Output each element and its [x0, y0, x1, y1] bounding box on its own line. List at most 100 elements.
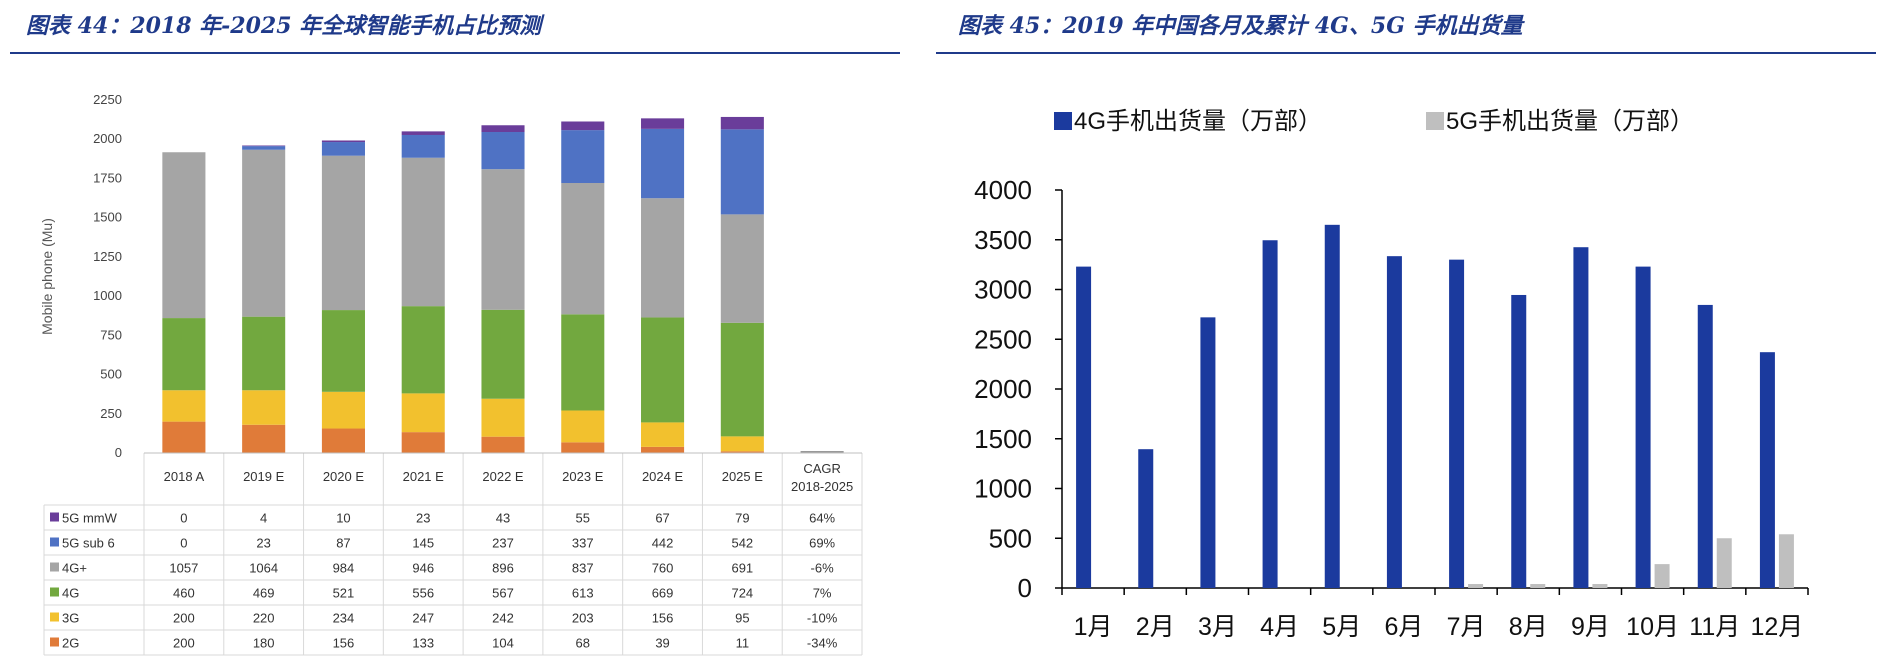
legend-swatch [50, 637, 59, 647]
bar-segment [242, 424, 286, 453]
cagr-header: 2018-2025 [791, 479, 853, 494]
legend-label: 3G [62, 611, 79, 626]
bar-segment [481, 125, 525, 133]
data-label: 145 [412, 536, 434, 551]
bar [1530, 584, 1546, 588]
right-bar-chart: 4G手机出货量（万部） 5G手机出货量（万部） 0 500 1000 1500 2000 25… [974, 108, 1809, 641]
bar-segment [720, 322, 764, 437]
bar-segment [162, 318, 206, 391]
data-label: 23 [416, 511, 430, 526]
legend-swatch [1426, 112, 1444, 130]
left-stacked-bar-chart: 0250500750100012501500175020002250Mobile… [0, 60, 910, 666]
y-tick-label: 1250 [93, 249, 122, 264]
bar-segment [561, 182, 605, 315]
data-label: 0 [180, 511, 187, 526]
bar [1778, 534, 1794, 588]
data-label: 521 [333, 586, 355, 601]
legend-swatch [50, 562, 59, 572]
cagr-header: CAGR [803, 461, 841, 476]
data-label: 984 [333, 561, 355, 576]
data-label: 133 [412, 636, 434, 651]
data-label: 1064 [249, 561, 278, 576]
data-label: 39 [655, 636, 669, 651]
y-tick-label: 3000 [974, 275, 1032, 305]
data-label: 760 [652, 561, 674, 576]
x-tick-label: 2018 A [164, 469, 205, 484]
bar [1654, 564, 1670, 588]
right-figure-title: 图表 45：2019 年中国各月及累计 4G、5G 手机出货量 [958, 13, 1523, 39]
legend-label: 5G sub 6 [62, 536, 115, 551]
y-tick-label: 3500 [974, 225, 1032, 255]
x-tick-label: 2月 [1136, 613, 1175, 641]
bar-segment [561, 314, 605, 411]
bar-segment [561, 121, 605, 131]
data-label: 1057 [169, 561, 198, 576]
data-label: 43 [496, 511, 510, 526]
bar [1200, 317, 1216, 588]
cagr-value: -10% [807, 611, 838, 626]
bar [1324, 224, 1340, 588]
bar-segment [561, 130, 605, 183]
data-label: 180 [253, 636, 275, 651]
bar-segment [481, 309, 525, 399]
bar-segment [401, 131, 445, 135]
y-tick-label: 250 [100, 406, 122, 421]
data-label: 542 [731, 536, 753, 551]
data-label: 10 [336, 511, 350, 526]
bar [1262, 240, 1278, 588]
left-title-rule [10, 52, 900, 54]
bar [1449, 259, 1465, 588]
bar-segment [641, 118, 685, 129]
bar [1759, 352, 1775, 588]
bar [1573, 247, 1589, 588]
chart-background [0, 60, 910, 666]
x-tick-label: 2025 E [722, 469, 764, 484]
data-label: 220 [253, 611, 275, 626]
bar [1138, 449, 1154, 588]
data-label: 567 [492, 586, 514, 601]
legend-label: 2G [62, 636, 79, 651]
x-tick-label: 12月 [1751, 613, 1804, 641]
legend-label: 4G+ [62, 561, 87, 576]
bar-segment [321, 310, 365, 392]
cagr-value: 69% [809, 536, 835, 551]
bar-segment [321, 142, 365, 156]
bar-segment [401, 157, 445, 307]
bar-segment [481, 132, 525, 170]
bar-segment [720, 436, 764, 452]
bar-segment [242, 145, 286, 147]
y-tick-label: 0 [1018, 573, 1032, 603]
bar [1697, 304, 1713, 588]
bar-segment [162, 152, 206, 319]
data-label: 442 [652, 536, 674, 551]
cagr-value: 7% [813, 586, 832, 601]
x-tick-label: 3月 [1198, 613, 1237, 641]
data-label: 460 [173, 586, 195, 601]
legend-swatch [50, 537, 59, 547]
x-tick-label: 2024 E [642, 469, 684, 484]
bar-segment [641, 198, 685, 318]
data-label: 200 [173, 611, 195, 626]
y-tick-label: 500 [989, 523, 1032, 553]
legend-label: 5G手机出货量（万部） [1446, 108, 1694, 135]
bar [1511, 294, 1527, 588]
legend-swatch [50, 612, 59, 622]
bar-segment [401, 134, 445, 158]
data-label: 946 [412, 561, 434, 576]
data-label: 337 [572, 536, 594, 551]
y-tick-label: 2000 [93, 131, 122, 146]
data-label: 237 [492, 536, 514, 551]
data-label: 556 [412, 586, 434, 601]
legend-label: 4G手机出货量（万部） [1074, 108, 1322, 135]
bar-segment [641, 446, 685, 453]
bar-segment [242, 149, 286, 317]
bar [1468, 584, 1484, 588]
x-tick-label: 2020 E [323, 469, 365, 484]
x-tick-label: 6月 [1384, 613, 1423, 641]
data-label: 613 [572, 586, 594, 601]
legend-label: 4G [62, 586, 79, 601]
y-axis-label: Mobile phone (Mu) [39, 218, 55, 335]
y-tick-label: 1500 [93, 210, 122, 225]
bar-segment [401, 393, 445, 433]
bar-segment [321, 155, 365, 311]
